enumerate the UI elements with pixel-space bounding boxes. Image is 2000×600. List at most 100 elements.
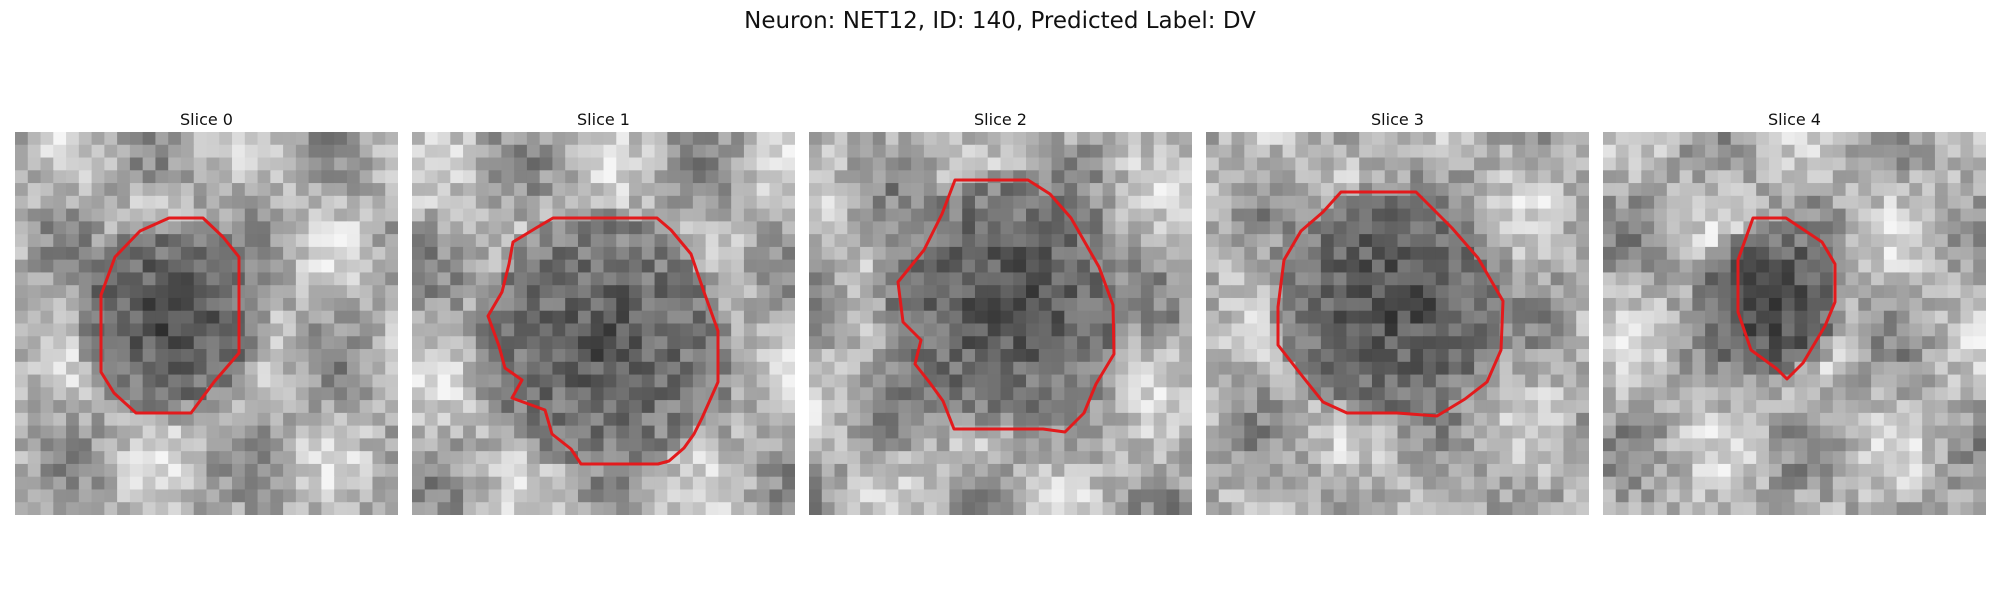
pixel [219, 285, 233, 299]
pixel [962, 451, 976, 465]
pixel [91, 502, 105, 515]
pixel [283, 349, 297, 363]
pixel [1922, 361, 1936, 376]
pixel [117, 451, 131, 465]
pixel [834, 246, 848, 261]
pixel [936, 234, 951, 248]
pixel [1077, 297, 1091, 312]
pixel [974, 412, 989, 427]
pixel [731, 451, 745, 465]
pixel [270, 195, 284, 210]
pixel [295, 463, 310, 478]
pixel [949, 349, 963, 363]
pixel [257, 195, 271, 210]
pixel [743, 349, 758, 363]
pixel [769, 297, 783, 312]
pixel [270, 489, 284, 503]
pixel [501, 374, 515, 388]
pixel [1871, 132, 1885, 146]
pixel [936, 144, 951, 159]
pixel [1743, 400, 1757, 414]
pixel [1896, 272, 1910, 286]
pixel [385, 463, 398, 478]
pixel [1064, 502, 1078, 515]
pixel [1089, 183, 1104, 197]
pixel [987, 297, 1002, 312]
pixel [1064, 297, 1078, 312]
pixel [552, 297, 566, 312]
pixel [1858, 234, 1872, 248]
pixel [104, 361, 118, 376]
slice-panel-4: Slice 4 [1603, 108, 1986, 515]
pixel [437, 259, 451, 274]
pixel [1013, 234, 1027, 248]
pixel [1845, 336, 1859, 350]
pixel [1371, 374, 1386, 388]
pixel [53, 502, 67, 515]
pixel [1089, 336, 1104, 350]
pixel [1089, 285, 1104, 299]
pixel [539, 170, 554, 184]
pixel [603, 323, 617, 337]
pixel [1013, 170, 1027, 184]
pixel [1000, 336, 1014, 350]
pixel [475, 297, 490, 312]
pixel [911, 221, 925, 235]
pixel [1461, 310, 1475, 325]
pixel [847, 361, 861, 376]
pixel [1115, 285, 1129, 299]
pixel [667, 195, 681, 210]
pixel [731, 144, 745, 159]
pixel [66, 132, 80, 146]
pixel [514, 259, 528, 274]
pixel [15, 246, 29, 261]
pixel [1820, 476, 1834, 491]
pixel [1550, 451, 1565, 465]
pixel [1512, 463, 1526, 478]
pixel [898, 221, 912, 235]
pixel [1896, 476, 1910, 491]
pixel [898, 234, 912, 248]
pixel [616, 425, 630, 439]
pixel [155, 246, 169, 261]
pixel [1308, 285, 1322, 299]
pixel [1730, 195, 1745, 210]
pixel [27, 183, 42, 197]
roi-contour [486, 216, 720, 466]
pixel [488, 400, 502, 414]
pixel [1140, 361, 1155, 376]
pixel [718, 297, 732, 312]
pixel [475, 234, 490, 248]
pixel [1550, 310, 1565, 325]
pixel [1384, 195, 1399, 210]
pixel [1960, 412, 1974, 427]
pixel [641, 157, 656, 171]
pixel [1563, 476, 1577, 491]
pixel [1486, 246, 1501, 261]
pixel [1807, 387, 1821, 401]
pixel [898, 349, 912, 363]
pixel [603, 463, 617, 478]
pixel [603, 297, 617, 312]
pixel [1153, 157, 1168, 171]
pixel [565, 310, 579, 325]
pixel [654, 400, 668, 414]
pixel [1820, 438, 1834, 452]
pixel [1359, 336, 1373, 350]
pixel [860, 361, 874, 376]
pixel [1641, 221, 1655, 235]
pixel [244, 285, 259, 299]
pixel [705, 234, 719, 248]
pixel [923, 476, 938, 491]
pixel [974, 438, 989, 452]
pixel [590, 297, 605, 312]
pixel [974, 451, 989, 465]
pixel [1257, 170, 1271, 184]
pixel [1666, 310, 1681, 325]
pixel [1807, 183, 1821, 197]
pixel [1743, 361, 1757, 376]
pixel [526, 451, 541, 465]
pixel [1333, 336, 1348, 350]
pixel [1832, 246, 1847, 261]
pixel [1628, 463, 1642, 478]
